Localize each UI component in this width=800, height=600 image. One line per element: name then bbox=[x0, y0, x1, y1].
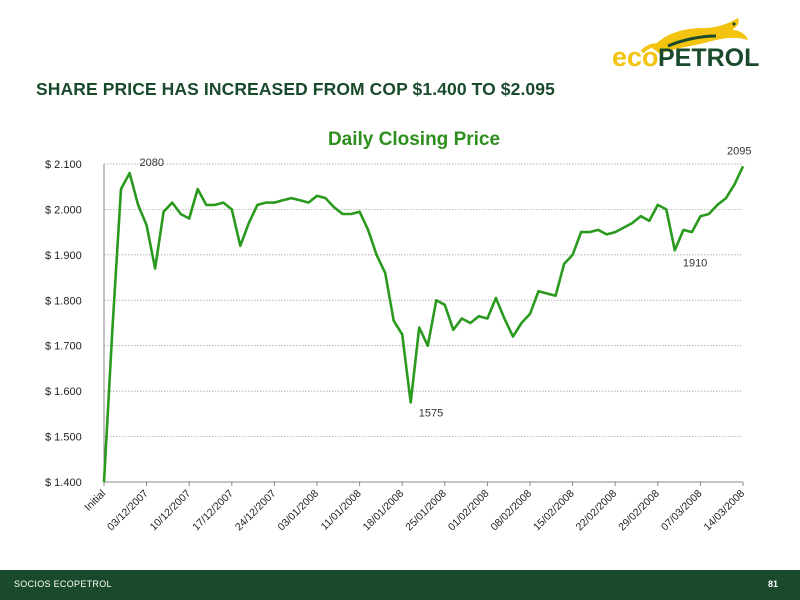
x-tick-label: 10/12/2007 bbox=[148, 488, 194, 534]
y-axis: $ 1.400 $ 1.500 $ 1.600 $ 1.700 $ 1.800 $ 1.9… bbox=[45, 159, 105, 489]
chart-title: Daily Closing Price bbox=[328, 129, 500, 150]
x-tick-label: 01/02/2008 bbox=[446, 488, 492, 534]
y-tick-label: $ 1.500 bbox=[45, 432, 82, 444]
y-tick-label: $ 1.600 bbox=[45, 386, 82, 398]
x-tick-label: 03/12/2007 bbox=[105, 488, 151, 534]
data-label: 1910 bbox=[683, 257, 707, 269]
footer-label: SOCIOS ECOPETROL bbox=[14, 579, 112, 589]
y-tick-label: $ 1.700 bbox=[45, 341, 82, 353]
ecopetrol-logo: eco PETROL bbox=[612, 18, 759, 70]
data-labels: 2080 1575 1910 2095 bbox=[140, 145, 752, 419]
x-tick-label: Initial bbox=[82, 488, 108, 514]
y-tick-label: $ 1.800 bbox=[45, 295, 82, 307]
x-tick-label: 29/02/2008 bbox=[616, 488, 662, 534]
data-label: 2095 bbox=[727, 145, 751, 157]
logo-petrol-text: PETROL bbox=[658, 44, 759, 70]
x-axis: Initial03/12/200710/12/200717/12/200724/… bbox=[82, 481, 747, 534]
price-series bbox=[102, 165, 745, 483]
iguana-logo-icon bbox=[640, 18, 748, 54]
y-tick-label: $ 2.100 bbox=[45, 159, 82, 171]
page-number: 81 bbox=[767, 579, 778, 589]
data-label: 2080 bbox=[140, 157, 164, 169]
x-tick-label: 03/01/2008 bbox=[275, 488, 321, 534]
y-tick-label: $ 1.400 bbox=[45, 477, 82, 489]
gridlines bbox=[104, 163, 743, 437]
x-tick-label: 25/01/2008 bbox=[403, 488, 449, 534]
slide-headline: SHARE PRICE HAS INCREASED FROM COP $1.40… bbox=[36, 79, 555, 99]
x-tick-label: 18/01/2008 bbox=[361, 488, 407, 534]
x-tick-label: 11/01/2008 bbox=[319, 488, 364, 533]
daily-closing-price-chart: Daily Closing Price $ 1.400 $ 1.500 $ 1.60… bbox=[45, 129, 752, 534]
y-tick-label: $ 2.000 bbox=[45, 204, 82, 216]
x-tick-label: 15/02/2008 bbox=[531, 488, 577, 534]
data-label: 1575 bbox=[419, 408, 443, 420]
x-tick-label: 08/02/2008 bbox=[488, 488, 534, 534]
logo-eco-text: eco bbox=[612, 42, 659, 70]
x-tick-label: 14/03/2008 bbox=[701, 488, 747, 534]
price-line bbox=[102, 165, 745, 483]
y-tick-label: $ 1.900 bbox=[45, 250, 82, 262]
x-tick-label: 07/03/2008 bbox=[659, 488, 705, 534]
x-tick-label: 22/02/2008 bbox=[574, 488, 620, 534]
x-tick-label: 24/12/2007 bbox=[233, 488, 279, 534]
footer-bar: SOCIOS ECOPETROL 81 bbox=[0, 570, 800, 600]
x-tick-label: 17/12/2007 bbox=[190, 488, 236, 534]
